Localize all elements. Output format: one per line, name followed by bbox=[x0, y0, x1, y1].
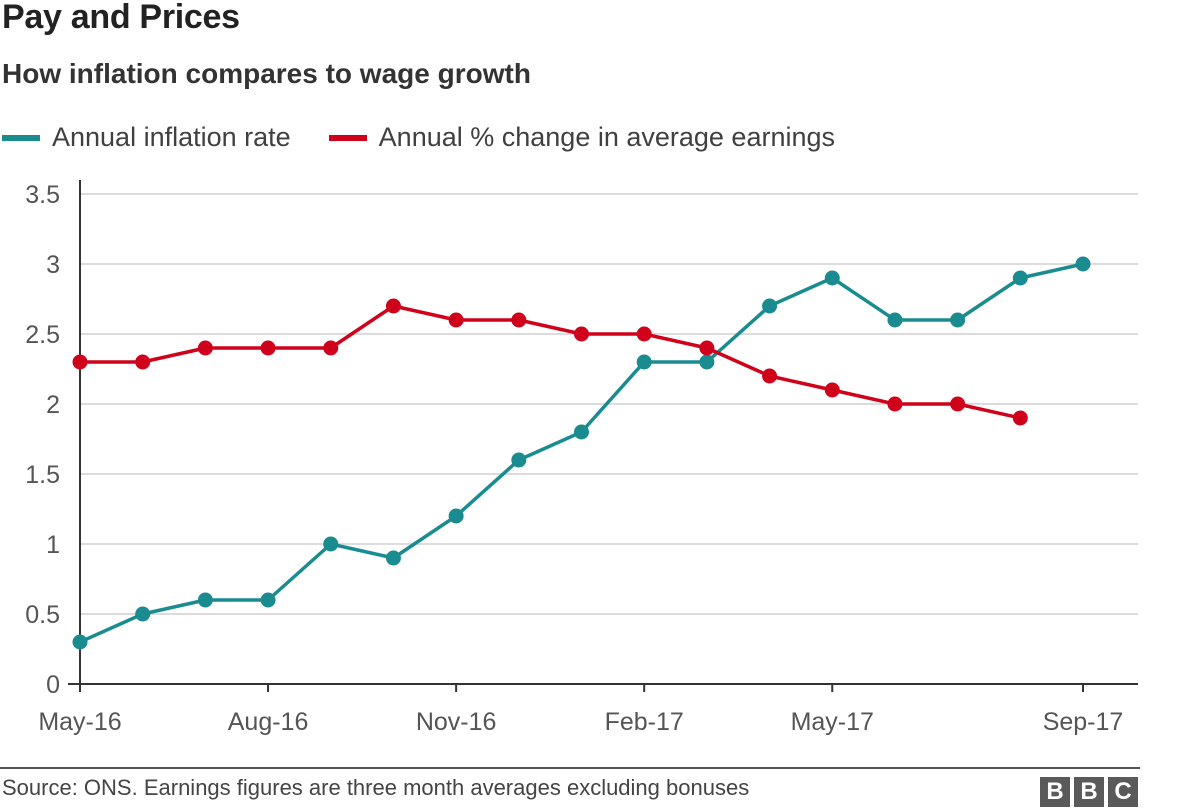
bbc-logo: B B C bbox=[1036, 777, 1138, 807]
series-1-point-7 bbox=[511, 312, 527, 328]
series-0-point-7 bbox=[511, 452, 527, 468]
x-tick-label-5: Sep-17 bbox=[1043, 708, 1124, 736]
series-1-point-6 bbox=[448, 312, 464, 328]
legend-swatch-earnings bbox=[328, 134, 367, 141]
y-tick-label-0: 0 bbox=[46, 671, 60, 699]
series-0-point-0 bbox=[72, 634, 88, 650]
series-0-point-11 bbox=[762, 298, 778, 314]
series-0-point-6 bbox=[448, 508, 464, 524]
legend-swatch-inflation bbox=[2, 134, 40, 141]
series-1-point-11 bbox=[762, 368, 778, 384]
series-0-point-1 bbox=[135, 606, 151, 622]
series-1-point-1 bbox=[135, 354, 151, 370]
y-tick-label-7: 3.5 bbox=[25, 181, 60, 209]
series-0-point-16 bbox=[1075, 256, 1091, 272]
x-tick-label-3: Feb-17 bbox=[605, 708, 684, 736]
y-tick-label-5: 2.5 bbox=[25, 321, 60, 349]
series-1-point-8 bbox=[574, 326, 589, 342]
series-0-point-14 bbox=[950, 312, 966, 328]
legend-label-inflation: Annual inflation rate bbox=[52, 122, 291, 152]
series-0-point-5 bbox=[385, 550, 401, 566]
series-1-point-15 bbox=[1012, 410, 1028, 426]
x-tick-label-0: May-16 bbox=[38, 708, 121, 736]
x-tick-label-4: May-17 bbox=[791, 708, 874, 736]
series-0-point-8 bbox=[574, 424, 589, 440]
series-1-point-2 bbox=[197, 340, 213, 356]
series-1-point-10 bbox=[699, 340, 715, 356]
x-tick-label-1: Aug-16 bbox=[228, 708, 309, 736]
bbc-logo-letter-2: B bbox=[1074, 777, 1104, 807]
series-1-point-13 bbox=[887, 396, 903, 412]
series-0-point-3 bbox=[260, 592, 276, 608]
y-tick-label-3: 1.5 bbox=[25, 461, 60, 489]
legend: Annual inflation rate Annual % change in… bbox=[2, 122, 873, 153]
bbc-logo-letter-3: C bbox=[1108, 777, 1138, 807]
legend-item-earnings: Annual % change in average earnings bbox=[328, 122, 835, 153]
legend-item-inflation: Annual inflation rate bbox=[2, 122, 291, 153]
y-tick-label-2: 1 bbox=[46, 531, 60, 559]
y-tick-label-4: 2 bbox=[46, 391, 60, 419]
series-0-point-10 bbox=[699, 354, 715, 370]
series-1-point-14 bbox=[950, 396, 966, 412]
source-divider bbox=[0, 767, 1140, 769]
series-0-point-15 bbox=[1012, 270, 1028, 286]
y-tick-label-1: 0.5 bbox=[25, 601, 60, 629]
series-line-1 bbox=[80, 304, 1021, 420]
series-0-point-9 bbox=[636, 354, 652, 370]
series-1-point-0 bbox=[72, 354, 88, 370]
chart-title: Pay and Prices bbox=[2, 0, 240, 36]
x-tick-label-2: Nov-16 bbox=[416, 708, 497, 736]
chart-subtitle: How inflation compares to wage growth bbox=[2, 58, 531, 89]
series-0-point-12 bbox=[824, 270, 840, 286]
series-1-point-9 bbox=[636, 326, 652, 342]
series-line-0 bbox=[79, 262, 1084, 644]
series-1-point-4 bbox=[323, 340, 339, 356]
series-1-point-3 bbox=[260, 340, 276, 356]
series-1-point-5 bbox=[385, 298, 401, 314]
legend-label-earnings: Annual % change in average earnings bbox=[378, 122, 835, 152]
y-tick-label-6: 3 bbox=[46, 251, 60, 279]
line-chart: 0 0.5 1 1.5 2 2.5 3 3.5 May-16 Aug-16 Nov-16 Feb-17… bbox=[25, 180, 1138, 736]
source-note: Source: ONS. Earnings figures are three … bbox=[2, 775, 750, 800]
series-1-point-12 bbox=[824, 382, 840, 398]
series-0-point-2 bbox=[197, 592, 213, 608]
bbc-logo-letter-1: B bbox=[1040, 777, 1070, 807]
series-0-point-13 bbox=[887, 312, 903, 328]
series-0-point-4 bbox=[323, 536, 339, 552]
